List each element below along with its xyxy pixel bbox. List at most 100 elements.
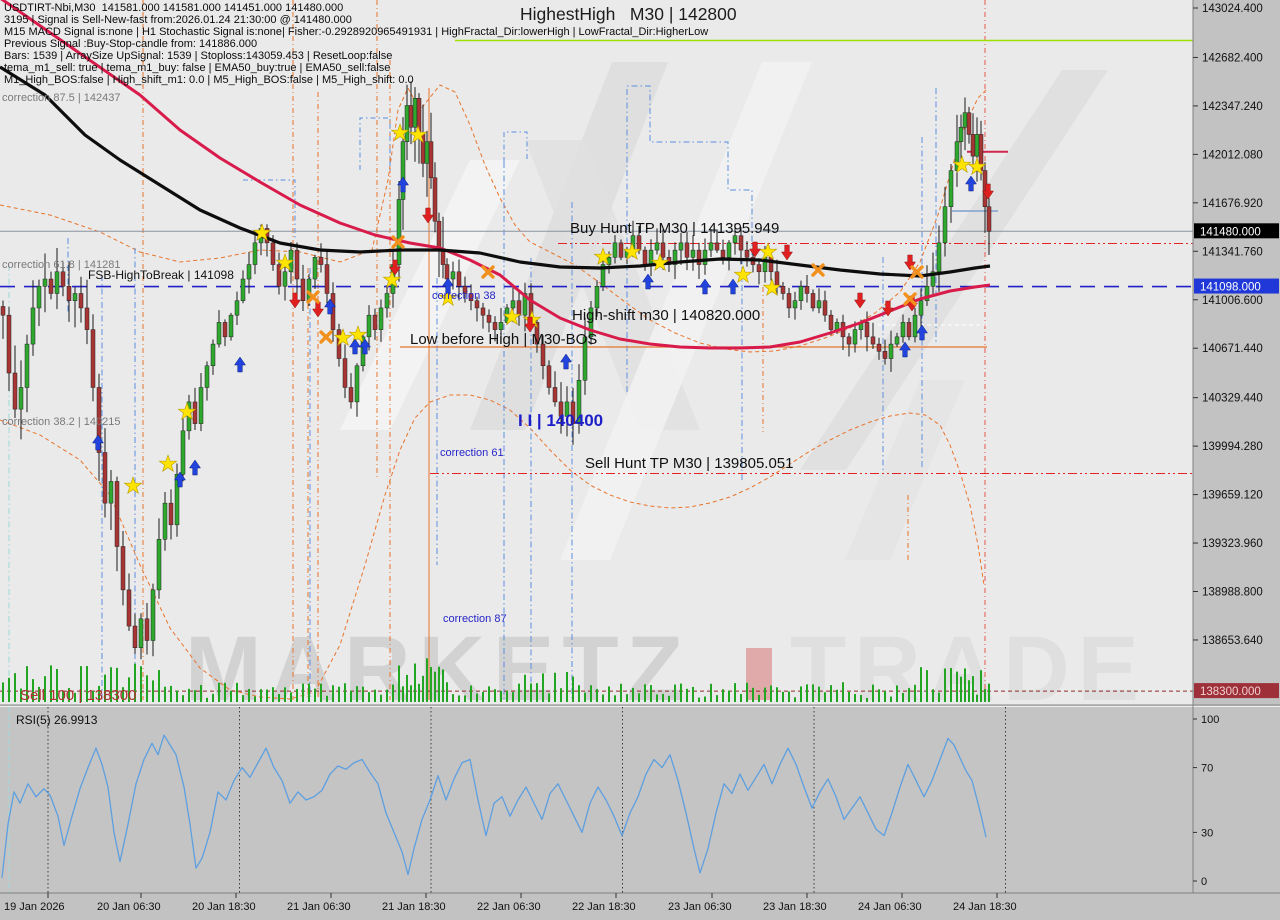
symbol-info: USDTIRT-Nbi,M30 141581.000 141581.000 14… [4,2,708,86]
candle-body [672,249,678,265]
candle-body [66,285,72,301]
sell-arrow-marker [854,292,866,309]
candle-body [570,401,576,424]
candle-body [294,249,300,280]
candle-body [828,314,834,330]
candle-body [408,105,414,128]
candle-body [522,293,528,316]
sell-arrow-marker [982,183,994,200]
candle-body [936,242,942,273]
candle-body [204,365,210,388]
candle-body [582,336,588,381]
candle-body [78,293,84,309]
candle-body [636,235,642,251]
price-axis-label: 142347.240 [1202,101,1263,113]
annotation-fsb-high-to-break: FSB-HighToBreak | 141098 [88,268,234,282]
sell-arrow-marker [882,300,894,317]
candle-body [948,170,954,207]
candle-body [126,589,132,627]
candle-body [168,502,174,526]
star-marker [333,328,353,347]
buy-arrow-marker [642,273,654,290]
rsi-indicator-label: RSI(5) 26.9913 [16,713,98,727]
candle-body [970,134,976,157]
candle-body [768,257,774,273]
candle-body [180,430,186,475]
star-marker [758,242,778,261]
candle-body [120,546,126,591]
time-axis-label: 21 Jan 18:30 [382,901,446,913]
time-axis-label: 20 Jan 06:30 [97,901,161,913]
buy-arrow-marker [916,324,928,341]
candle-body [708,242,714,251]
candle-body [54,271,60,294]
candle-body [174,473,180,526]
candle-body [780,285,786,294]
candle-body [6,314,12,374]
candle-body [816,300,822,309]
buy-arrow-marker [397,176,409,193]
time-axis-label: 20 Jan 18:30 [192,901,256,913]
candle-body [648,249,654,265]
buy-arrow-marker [359,338,371,355]
fractal-step-small [243,179,296,240]
candle-body [958,126,964,142]
candle-body [912,314,918,338]
candle-body [834,322,840,330]
candle-body [102,452,108,504]
price-axis-label: 139323.960 [1202,538,1263,550]
candle-body [428,141,434,179]
candle-body [400,141,406,200]
star-marker [252,223,272,242]
volume-bars [2,658,990,702]
candle-body [192,401,198,424]
candle-body [12,372,18,410]
buy-arrow-marker [234,356,246,373]
candle-body [30,307,36,345]
watermark-chevron [340,160,520,430]
candle-body [216,322,222,345]
annotation-correction-38-2: correction 38.2 | 140215 [2,416,120,428]
fractal-step-channel [626,85,753,392]
candle-body [270,242,276,265]
candle-body [792,300,798,309]
candle-body [738,235,744,251]
candle-body [90,329,96,388]
sell-arrow-marker [389,259,401,276]
annotation-high-shift-m30: High-shift m30 | 140820.000 [572,307,760,324]
star-marker [762,278,782,297]
buy-arrow-marker [442,277,454,294]
candle-body [612,242,618,258]
candle-body [486,314,492,323]
candle-body [404,105,410,142]
candle-body [424,141,430,164]
annotation-buy-hunt-tp: Buy Hunt TP M30 | 141395.949 [570,220,779,237]
candle-body [84,307,90,330]
annotation-sell-100: Sell 100 | 138300 [20,687,137,704]
x-cross-marker [391,235,405,249]
candle-body [324,264,330,294]
candle-body [924,285,930,301]
star-marker [275,253,295,272]
sell-arrow-marker [422,207,434,224]
ma-fast-line [0,0,991,350]
candle-body [342,358,348,388]
candle-body [684,242,690,258]
price-badge [1194,683,1279,699]
candle-body [36,285,42,309]
candle-body [864,322,870,338]
candle-body [114,481,120,547]
ma-slow-line [0,65,991,278]
star-marker [408,125,428,144]
candle-body [312,257,318,280]
star-marker [502,307,522,326]
x-cross-marker [481,265,495,279]
candle-body [846,336,852,345]
fractal-step-small [359,117,391,170]
candle-body [774,271,780,287]
watermark-chevron [560,62,812,560]
candle-body [384,293,390,309]
